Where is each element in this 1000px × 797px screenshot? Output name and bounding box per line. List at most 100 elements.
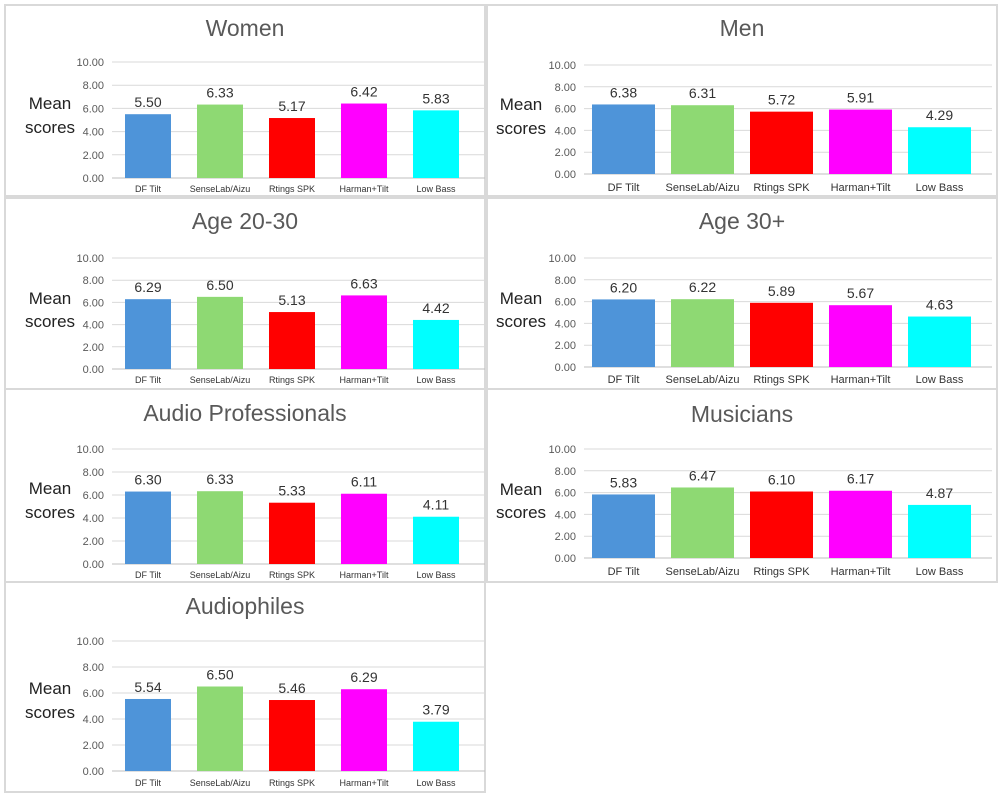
y-axis-label: scores (496, 119, 546, 138)
bar-df-tilt (592, 494, 655, 558)
chart-age-20-30: Age 20-30 Mean scores 0.00 2.00 4.00 6.00 8.00 1… (25, 208, 485, 385)
data-label: 5.89 (768, 283, 795, 299)
x-tick-label: SenseLab/Aizu (666, 566, 740, 578)
y-tick-label: 2.00 (555, 147, 576, 159)
data-label: 6.31 (689, 85, 716, 101)
data-label: 5.17 (278, 98, 305, 114)
y-axis-label: Mean (500, 95, 543, 114)
x-tick-label: SenseLab/Aizu (190, 778, 251, 788)
bar-low-bass (908, 127, 971, 174)
y-tick-label: 10.00 (76, 636, 104, 648)
data-label: 5.50 (134, 94, 161, 110)
data-label: 6.29 (350, 669, 377, 685)
bar-df-tilt (592, 299, 655, 367)
x-tick-label: Low Bass (416, 778, 456, 788)
bar-low-bass (413, 110, 459, 178)
data-label: 6.33 (206, 471, 233, 487)
chart-title: Audio Professionals (143, 400, 346, 426)
x-tick-label: Harman+Tilt (340, 778, 389, 788)
x-tick-label: SenseLab/Aizu (190, 184, 251, 194)
y-axis-label: scores (496, 503, 546, 522)
y-tick-label: 8.00 (555, 82, 576, 94)
y-axis-label: scores (25, 118, 75, 137)
y-tick-label: 10.00 (76, 253, 104, 265)
x-tick-label: DF Tilt (135, 570, 161, 580)
data-label: 6.38 (610, 84, 637, 100)
x-tick-label: Harman+Tilt (340, 184, 389, 194)
data-label: 6.22 (689, 279, 716, 295)
y-tick-label: 6.00 (555, 297, 576, 309)
y-tick-label: 0.00 (555, 553, 576, 565)
data-label: 6.47 (689, 467, 716, 483)
x-tick-label: Rtings SPK (753, 182, 810, 194)
bar-rtings-spk (269, 700, 315, 771)
data-label: 6.30 (134, 472, 161, 488)
data-label: 5.54 (134, 679, 161, 695)
data-label: 6.29 (134, 279, 161, 295)
y-tick-label: 6.00 (83, 297, 104, 309)
x-tick-label: SenseLab/Aizu (666, 374, 740, 386)
y-tick-label: 0.00 (83, 559, 104, 571)
x-tick-label: Harman+Tilt (831, 182, 891, 194)
bar-senselab-aizu (197, 686, 243, 771)
data-label: 5.46 (278, 680, 305, 696)
bar-df-tilt (125, 114, 171, 178)
y-tick-label: 4.00 (83, 714, 104, 726)
bar-harman-tilt (341, 493, 387, 564)
y-axis-label: scores (496, 312, 546, 331)
bar-harman-tilt (829, 490, 892, 558)
x-tick-label: SenseLab/Aizu (666, 182, 740, 194)
chart-title: Men (720, 15, 765, 41)
y-tick-label: 4.00 (83, 513, 104, 525)
y-axis-label: scores (25, 503, 75, 522)
bar-df-tilt (125, 299, 171, 369)
y-tick-label: 10.00 (548, 444, 576, 456)
bar-harman-tilt (341, 295, 387, 369)
data-label: 5.83 (422, 90, 449, 106)
y-tick-label: 2.00 (555, 531, 576, 543)
data-label: 5.83 (610, 474, 637, 490)
data-label: 6.63 (350, 275, 377, 291)
y-tick-label: 4.00 (83, 127, 104, 139)
chart-audiophiles: Audiophiles Mean scores 0.00 2.00 4.00 6.00 8.0… (25, 593, 485, 788)
y-tick-label: 4.00 (555, 318, 576, 330)
chart-age-30-plus: Age 30+ Mean scores 0.00 2.00 4.00 6.00 8.00 10.… (496, 208, 992, 386)
data-label: 6.20 (610, 279, 637, 295)
y-tick-label: 2.00 (83, 536, 104, 548)
bar-low-bass (413, 319, 459, 369)
bar-low-bass (413, 516, 459, 564)
bar-low-bass (908, 316, 971, 367)
y-tick-label: 0.00 (83, 364, 104, 376)
y-tick-label: 10.00 (548, 253, 576, 265)
x-tick-label: Rtings SPK (269, 375, 315, 385)
y-tick-label: 0.00 (83, 173, 104, 185)
y-tick-label: 8.00 (83, 275, 104, 287)
x-tick-label: Low Bass (916, 182, 964, 194)
data-label: 6.33 (206, 85, 233, 101)
x-tick-label: DF Tilt (608, 182, 640, 194)
x-tick-label: Rtings SPK (269, 778, 315, 788)
y-axis-label: scores (25, 703, 75, 722)
y-tick-label: 4.00 (83, 320, 104, 332)
bar-harman-tilt (829, 109, 892, 174)
data-label: 4.63 (926, 297, 953, 313)
bar-rtings-spk (750, 111, 813, 174)
y-tick-label: 0.00 (83, 766, 104, 778)
bar-rtings-spk (269, 312, 315, 369)
y-tick-label: 8.00 (83, 80, 104, 92)
y-axis-label: Mean (29, 679, 72, 698)
y-axis-label: Mean (500, 289, 543, 308)
data-label: 6.50 (206, 277, 233, 293)
bar-rtings-spk (269, 118, 315, 178)
x-tick-label: Low Bass (416, 570, 456, 580)
chart-panel-women: Women Mean scores 0.00 2.00 4.00 6.00 8.00 10.00… (4, 4, 486, 197)
y-tick-label: 6.00 (83, 490, 104, 502)
bar-df-tilt (125, 698, 171, 771)
x-tick-label: Low Bass (916, 374, 964, 386)
y-axis-label: Mean (29, 289, 72, 308)
x-tick-label: Rtings SPK (753, 566, 810, 578)
bar-senselab-aizu (197, 104, 243, 178)
chart-musicians: Musicians Mean scores 0.00 2.00 4.00 6.00 8.00 1… (496, 401, 992, 578)
x-tick-label: Low Bass (916, 566, 964, 578)
y-tick-label: 6.00 (83, 103, 104, 115)
